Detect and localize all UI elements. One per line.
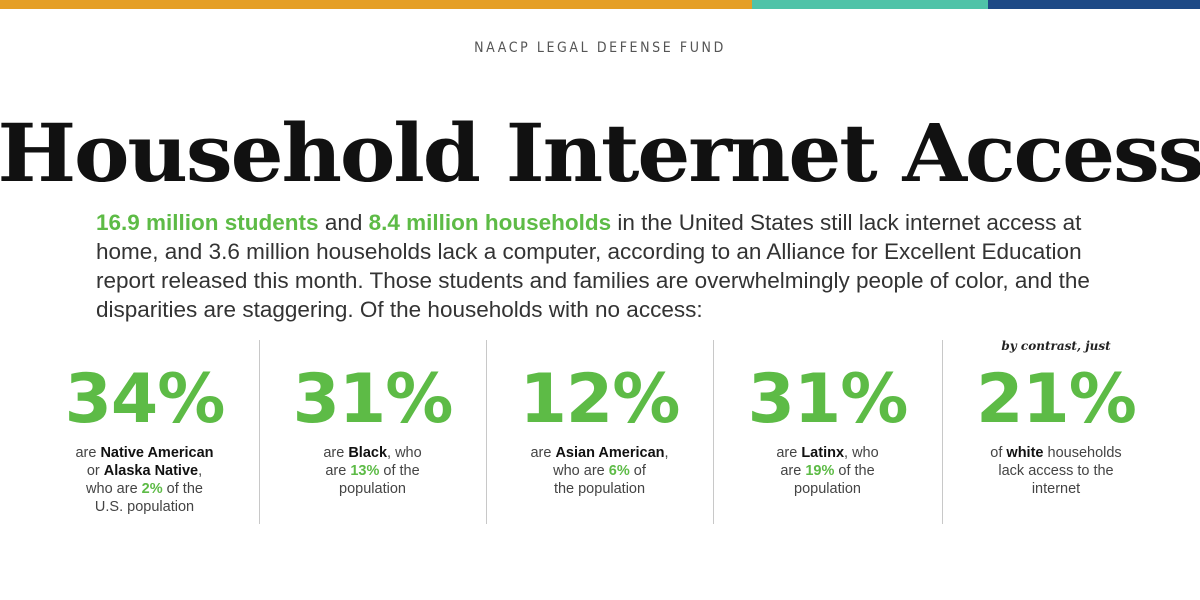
desc-text: population <box>339 481 406 497</box>
top-bar-orange-segment <box>0 0 752 9</box>
students-highlight: 16.9 million students <box>96 210 319 235</box>
desc-group: Black <box>348 445 388 461</box>
desc-text: population <box>794 481 861 497</box>
desc-text: internet <box>1031 481 1081 497</box>
stat-description: are Asian American, who are 6% of the po… <box>486 444 713 498</box>
desc-group: Alaska Native <box>103 463 199 479</box>
desc-population-percent: 13% <box>350 463 380 479</box>
desc-text: of the <box>834 463 875 479</box>
intro-text-rest: in the United States still lack internet… <box>96 210 1090 322</box>
desc-group: Native American <box>100 445 214 461</box>
desc-text: of <box>629 463 646 479</box>
desc-text: or <box>86 463 104 479</box>
stat-native-american: 34% are Native American or Alaska Native… <box>30 360 259 516</box>
top-color-bar <box>0 0 1200 9</box>
stat-description: are Black, who are 13% of the population <box>259 444 486 498</box>
desc-text: are <box>325 463 351 479</box>
desc-group: Latinx <box>801 445 845 461</box>
desc-text: of the <box>379 463 420 479</box>
desc-text: of <box>990 445 1007 461</box>
stat-percent: 12% <box>519 360 681 439</box>
intro-paragraph: 16.9 million students and 8.4 million ho… <box>96 208 1116 324</box>
desc-text: who are <box>553 463 609 479</box>
column-divider <box>259 340 260 524</box>
desc-population-percent: 2% <box>141 481 163 497</box>
desc-text: are <box>530 445 556 461</box>
stat-latinx: 31% are Latinx, who are 19% of the popul… <box>713 360 942 498</box>
desc-text: are <box>780 463 806 479</box>
desc-text: , <box>664 445 669 461</box>
desc-text: lack access to the <box>998 463 1114 479</box>
desc-text: , who <box>387 445 422 461</box>
stat-black: 31% are Black, who are 13% of the popula… <box>259 360 486 498</box>
stat-percent: 34% <box>64 360 226 439</box>
organization-name: NAACP LEGAL DEFENSE FUND <box>474 40 726 56</box>
desc-text: are <box>75 445 101 461</box>
stat-description: are Latinx, who are 19% of the populatio… <box>713 444 942 498</box>
stat-percent: 21% <box>976 360 1137 439</box>
stat-percent: 31% <box>747 360 909 439</box>
desc-text: of the <box>162 481 203 497</box>
column-divider <box>942 340 943 524</box>
column-divider <box>713 340 714 524</box>
stat-percent: 31% <box>292 360 454 439</box>
contrast-note: by contrast, just <box>1001 339 1111 353</box>
stat-description: of white households lack access to the i… <box>942 444 1170 498</box>
desc-group: Asian American <box>555 445 665 461</box>
page-title: Household Internet Access <box>0 106 1200 200</box>
intro-text-and: and <box>318 210 369 235</box>
desc-text: U.S. population <box>94 499 195 515</box>
households-highlight: 8.4 million households <box>368 210 612 235</box>
top-bar-navy-segment <box>988 0 1200 9</box>
desc-text: the population <box>553 481 646 497</box>
desc-text: are <box>323 445 349 461</box>
top-bar-teal-segment <box>752 0 988 9</box>
desc-text: households <box>1043 445 1122 461</box>
desc-text: , <box>198 463 203 479</box>
stat-white: 21% of white households lack access to t… <box>942 360 1170 498</box>
desc-text: are <box>776 445 802 461</box>
stat-asian-american: 12% are Asian American, who are 6% of th… <box>486 360 713 498</box>
column-divider <box>486 340 487 524</box>
stat-description: are Native American or Alaska Native, wh… <box>30 444 259 516</box>
desc-population-percent: 19% <box>805 463 835 479</box>
desc-group: white <box>1006 445 1044 461</box>
desc-text: who are <box>86 481 142 497</box>
desc-text: , who <box>844 445 879 461</box>
desc-population-percent: 6% <box>608 463 630 479</box>
